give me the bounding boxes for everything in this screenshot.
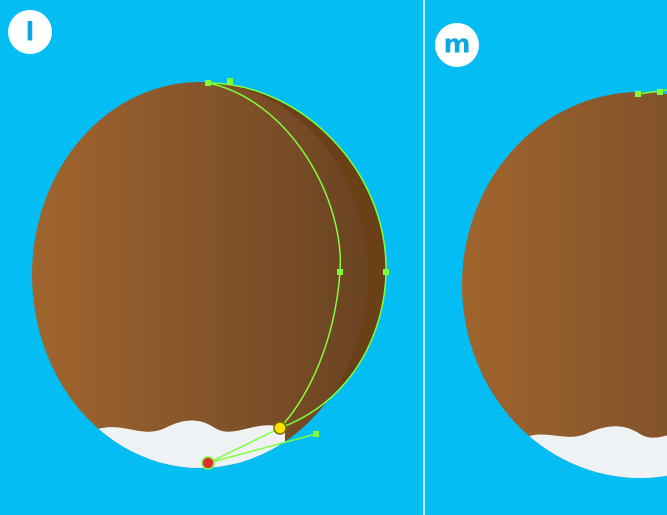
anchor-point [383, 269, 389, 275]
badge-label: l [26, 18, 35, 48]
panel-l: l [8, 10, 389, 470]
path-outline [207, 82, 387, 429]
path-outline [207, 82, 342, 429]
badge [435, 23, 479, 67]
anchor-point [205, 80, 211, 86]
anchor-point [227, 78, 233, 84]
anchor-point [657, 89, 663, 95]
selected-point [201, 456, 215, 470]
egg [32, 82, 368, 468]
anchor-point [337, 269, 343, 275]
badge [8, 10, 52, 54]
panel-m: m [435, 23, 667, 478]
egg [462, 92, 667, 478]
anchor-point [313, 431, 319, 437]
handle-line [207, 427, 317, 464]
selected-point [273, 421, 287, 435]
badge-label: m [443, 30, 470, 60]
anchor-point [635, 91, 641, 97]
